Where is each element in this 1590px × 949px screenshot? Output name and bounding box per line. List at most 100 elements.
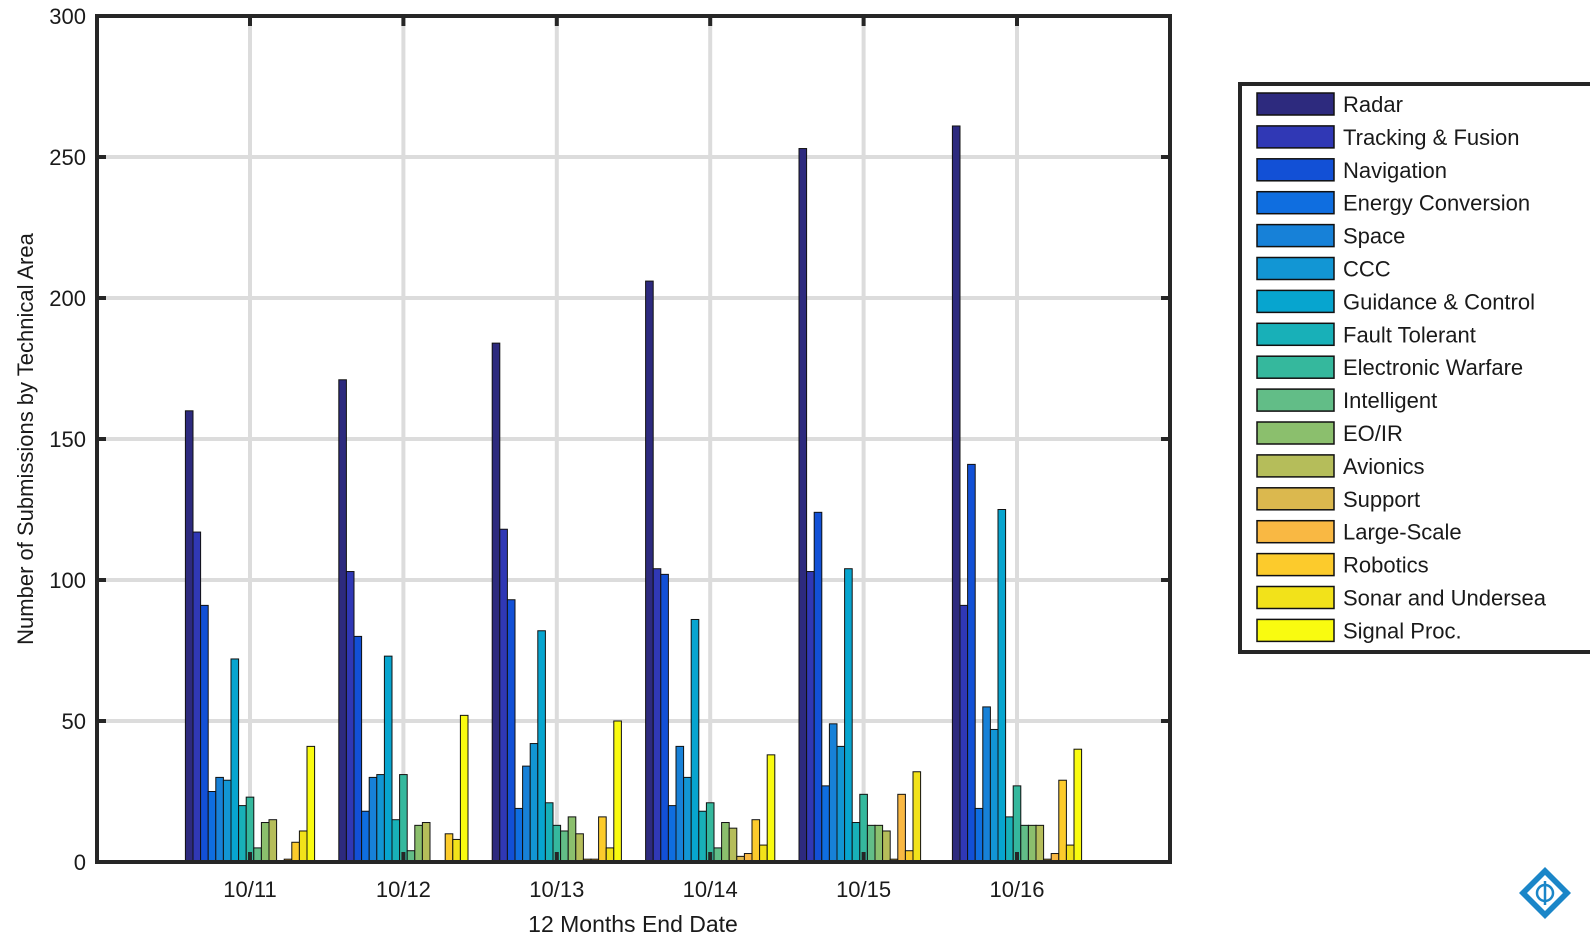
bar [399, 774, 408, 863]
bar [836, 745, 846, 863]
legend-item: Signal Proc. [1256, 618, 1462, 643]
bar [459, 714, 469, 863]
bar [806, 571, 815, 863]
bar [353, 635, 363, 863]
bar [544, 802, 554, 863]
legend-label: Avionics [1343, 454, 1425, 479]
legend-item: Energy Conversion [1256, 191, 1530, 216]
bar [200, 604, 209, 863]
x-tick-labels: 10/11 10/12 10/13 10/14 10/15 10/16 [223, 877, 1044, 902]
legend-swatch [1256, 158, 1335, 182]
legend-label: Fault Tolerant [1343, 322, 1476, 347]
bar [391, 819, 401, 863]
x-tick-label: 10/12 [376, 877, 431, 902]
legend-item: Fault Tolerant [1256, 322, 1476, 347]
bar [813, 511, 823, 863]
bar [238, 805, 247, 863]
legend-item: Support [1256, 487, 1420, 512]
y-axis-label: Number of Submissions by Technical Area [13, 232, 38, 644]
bar [728, 827, 738, 863]
legend-swatch [1256, 552, 1335, 577]
legend-item: Large-Scale [1256, 519, 1462, 545]
bar [613, 720, 622, 863]
legend-label: Robotics [1343, 553, 1429, 578]
y-tick-label: 50 [62, 709, 86, 734]
bar [192, 531, 202, 863]
legend-swatch [1256, 92, 1335, 116]
bar [698, 810, 707, 863]
bar [575, 833, 584, 863]
bar [605, 847, 615, 863]
bar [215, 776, 224, 863]
bar [499, 528, 508, 863]
bar [1065, 844, 1075, 863]
legend-label: Large-Scale [1343, 520, 1462, 545]
legend-label: Guidance & Control [1343, 289, 1535, 314]
bar [766, 754, 776, 863]
bar [452, 838, 461, 863]
bar [368, 776, 378, 863]
y-tick-label: 250 [49, 145, 86, 170]
gridlines [97, 16, 1170, 862]
legend-item: Avionics [1256, 454, 1425, 479]
legend-items: Radar Tracking & Fusion Navigation Energy C… [1256, 92, 1547, 643]
bar [844, 568, 853, 863]
bar [897, 793, 906, 863]
x-axis-label: 12 Months End Date [528, 911, 738, 937]
bar [383, 655, 393, 863]
legend-label: CCC [1343, 257, 1391, 282]
legend-label: Navigation [1343, 158, 1447, 183]
legend-item: Space [1256, 223, 1405, 249]
bar [683, 776, 692, 863]
bar [514, 807, 524, 863]
y-tick-labels: 0 50 100 150 200 250 300 [49, 4, 86, 875]
bar [268, 819, 278, 863]
bar [828, 723, 838, 863]
bar [1058, 779, 1067, 863]
bar [967, 463, 976, 863]
bar [376, 774, 385, 863]
legend-label: Electronic Warfare [1343, 355, 1523, 380]
legend-label: Intelligent [1343, 388, 1437, 413]
bar [951, 125, 961, 863]
bar [1020, 824, 1029, 863]
bar [291, 841, 300, 863]
legend-item: Intelligent [1256, 388, 1437, 413]
bar [645, 280, 654, 863]
bar [414, 824, 423, 863]
bar [997, 509, 1007, 863]
bar [859, 793, 868, 863]
x-tick-label: 10/14 [683, 877, 738, 902]
bar [989, 728, 999, 863]
bar [866, 824, 876, 863]
bar [567, 816, 577, 863]
bar [506, 599, 516, 863]
bar [537, 630, 546, 863]
legend-swatch [1256, 388, 1335, 412]
legend-swatch [1256, 223, 1335, 248]
legend-swatch [1256, 355, 1335, 379]
bar [1073, 748, 1083, 863]
bar [222, 779, 232, 863]
bar [974, 807, 984, 863]
bar [1027, 824, 1037, 863]
legend-swatch [1256, 519, 1335, 544]
legend-item: Radar [1256, 92, 1403, 117]
bar [491, 342, 501, 863]
bar [338, 379, 347, 863]
legend-label: Support [1343, 487, 1420, 512]
bar [298, 830, 308, 863]
bar [260, 822, 270, 863]
legend-item: CCC [1256, 257, 1391, 282]
legend-swatch [1256, 322, 1335, 347]
bar [652, 568, 662, 863]
legend-swatch [1256, 125, 1335, 149]
bar [959, 604, 969, 863]
bar [675, 745, 685, 863]
bar [306, 745, 316, 863]
legend-label: Tracking & Fusion [1343, 125, 1519, 150]
legend-item: Robotics [1256, 552, 1429, 578]
bar [667, 805, 677, 863]
legend-label: EO/IR [1343, 421, 1403, 446]
